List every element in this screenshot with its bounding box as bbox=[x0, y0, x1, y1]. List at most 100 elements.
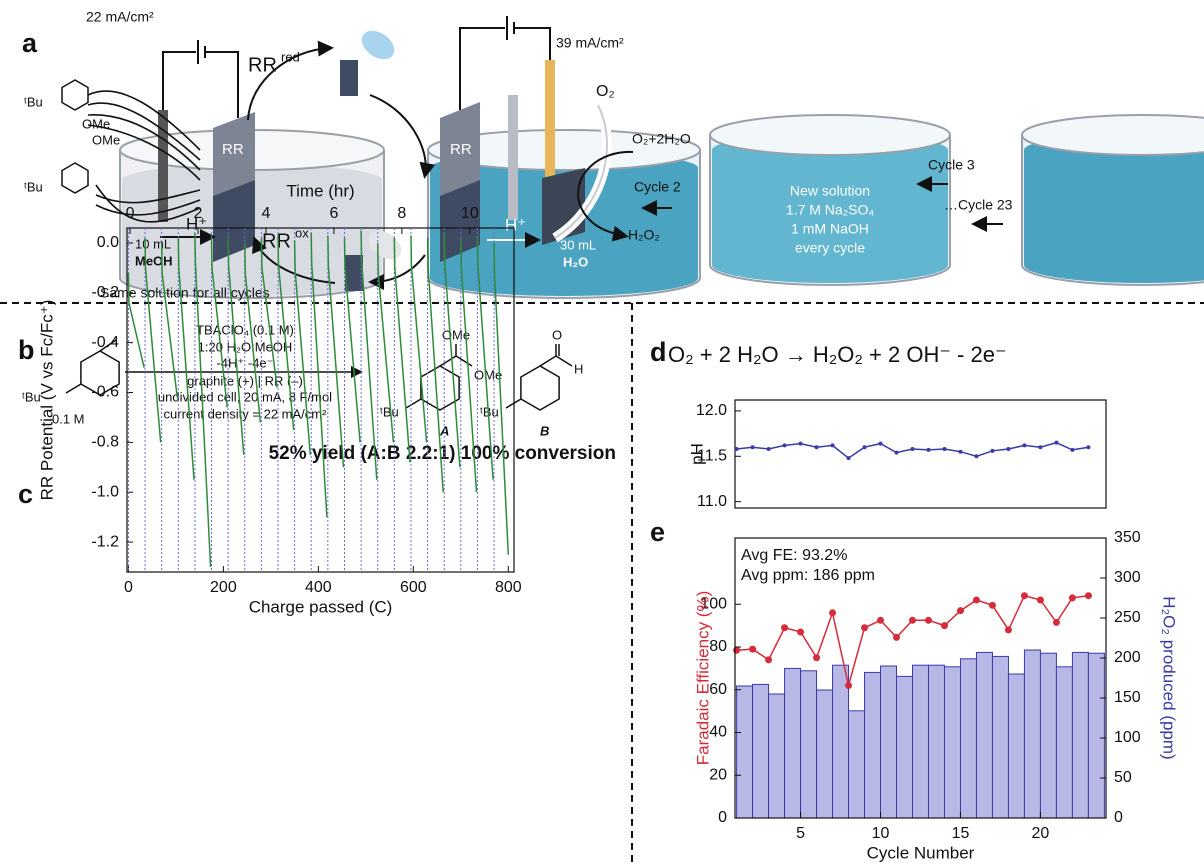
data-point bbox=[958, 449, 963, 454]
x-tick-label: 10 bbox=[872, 825, 890, 842]
data-point bbox=[733, 646, 741, 654]
data-point bbox=[1052, 618, 1060, 626]
label: 30 mL bbox=[560, 237, 596, 252]
y-tick-label: 0 bbox=[1114, 809, 1123, 826]
data-point bbox=[956, 607, 964, 615]
y-tick-label: -0.8 bbox=[91, 434, 119, 451]
label: ox bbox=[295, 225, 309, 240]
chart-title: O₂ + 2 H₂O → H₂O₂ + 2 OH⁻ - 2e⁻ bbox=[668, 342, 1007, 367]
benzene-ring bbox=[520, 365, 560, 411]
x-tick-label: 20 bbox=[1032, 825, 1050, 842]
y-tick-label: 0.0 bbox=[97, 234, 119, 251]
bar bbox=[816, 689, 834, 819]
annotation: Avg ppm: 186 ppm bbox=[741, 567, 875, 584]
data-point bbox=[1022, 443, 1027, 448]
x-tick-label: 0 bbox=[126, 205, 135, 222]
y-tick-label: 60 bbox=[709, 681, 727, 698]
plot-frame bbox=[734, 399, 1107, 509]
y-tick-label: 350 bbox=[1114, 529, 1141, 546]
plot-frame bbox=[126, 227, 515, 573]
x-tick-label: 15 bbox=[952, 825, 970, 842]
data-point bbox=[924, 616, 932, 624]
y-tick-label: 80 bbox=[709, 638, 727, 655]
y-tick-label: -0.6 bbox=[91, 384, 119, 401]
y-tick-label: -0.2 bbox=[91, 284, 119, 301]
y-tick-label: 11.0 bbox=[697, 493, 727, 510]
x-tick-label: 5 bbox=[796, 825, 805, 842]
bar bbox=[880, 665, 898, 819]
bar bbox=[800, 670, 818, 819]
bar bbox=[991, 655, 1009, 819]
data-point bbox=[1036, 596, 1044, 604]
label: H₂O bbox=[563, 254, 588, 269]
x-tick-label: 6 bbox=[329, 205, 338, 222]
data-point bbox=[909, 616, 917, 624]
label: 1 mM NaOH bbox=[791, 221, 869, 237]
y-tick-label: -0.4 bbox=[91, 334, 119, 351]
data-point bbox=[1070, 447, 1075, 452]
bar bbox=[784, 667, 802, 819]
label: 1.7 M Na₂SO₄ bbox=[786, 202, 874, 218]
bar bbox=[896, 675, 914, 819]
label: OMe bbox=[92, 132, 120, 147]
x-tick-label: 600 bbox=[400, 579, 427, 596]
label: O₂+2H₂O bbox=[632, 131, 691, 147]
electrodes-2 bbox=[440, 16, 1003, 262]
label: ᵗBu bbox=[380, 404, 399, 419]
y-tick-label: 20 bbox=[709, 766, 727, 783]
data-point bbox=[990, 448, 995, 453]
data-point bbox=[846, 456, 851, 461]
label: …Cycle 23 bbox=[944, 197, 1013, 213]
bar bbox=[864, 671, 882, 819]
bar bbox=[1055, 666, 1073, 819]
panel-label: a bbox=[22, 28, 38, 58]
data-point bbox=[766, 447, 771, 452]
panel-label: c bbox=[18, 479, 33, 509]
data-point bbox=[988, 601, 996, 609]
bar bbox=[1087, 652, 1105, 819]
label: 39 mA/cm² bbox=[556, 35, 624, 51]
plot-frame bbox=[734, 537, 1107, 819]
label: OMe bbox=[474, 367, 502, 382]
label: RR bbox=[248, 54, 277, 76]
label: B bbox=[540, 423, 549, 438]
x-tick-label: 400 bbox=[305, 579, 332, 596]
data-point bbox=[781, 624, 789, 632]
x-tick-label: 8 bbox=[397, 205, 406, 222]
data-point bbox=[1054, 440, 1059, 445]
axis-title: Time (hr) bbox=[286, 181, 354, 200]
condition: current density = 22 mA/cm² bbox=[164, 406, 328, 421]
y-tick-label: 150 bbox=[1114, 689, 1141, 706]
data-point bbox=[829, 609, 837, 617]
bar bbox=[912, 664, 929, 819]
bar bbox=[832, 664, 850, 819]
x-tick-label: 2 bbox=[194, 205, 203, 222]
label: Cycle 3 bbox=[928, 157, 975, 173]
label: ᵗBu bbox=[24, 94, 43, 109]
label: MeOH bbox=[135, 253, 173, 268]
data-point bbox=[845, 681, 853, 689]
cycle-arrows bbox=[247, 40, 436, 290]
data-point bbox=[750, 445, 755, 450]
beaker-4 bbox=[1021, 114, 1204, 286]
data-point bbox=[974, 454, 979, 459]
bar bbox=[943, 666, 961, 819]
bar bbox=[1039, 652, 1057, 819]
y-tick-label: 300 bbox=[1114, 569, 1141, 586]
label: RR bbox=[262, 230, 291, 252]
data-point bbox=[862, 445, 867, 450]
bonds bbox=[65, 339, 573, 409]
data-point bbox=[798, 441, 803, 446]
label: red bbox=[281, 49, 300, 64]
data-point bbox=[1038, 445, 1043, 450]
panel-label: d bbox=[650, 337, 667, 367]
data-point bbox=[972, 596, 980, 604]
label: Cycle 2 bbox=[634, 179, 681, 195]
bar bbox=[959, 658, 977, 819]
y-tick-label: 200 bbox=[1114, 649, 1141, 666]
bar bbox=[975, 651, 993, 819]
data-point bbox=[830, 443, 835, 448]
bar bbox=[1007, 673, 1025, 819]
